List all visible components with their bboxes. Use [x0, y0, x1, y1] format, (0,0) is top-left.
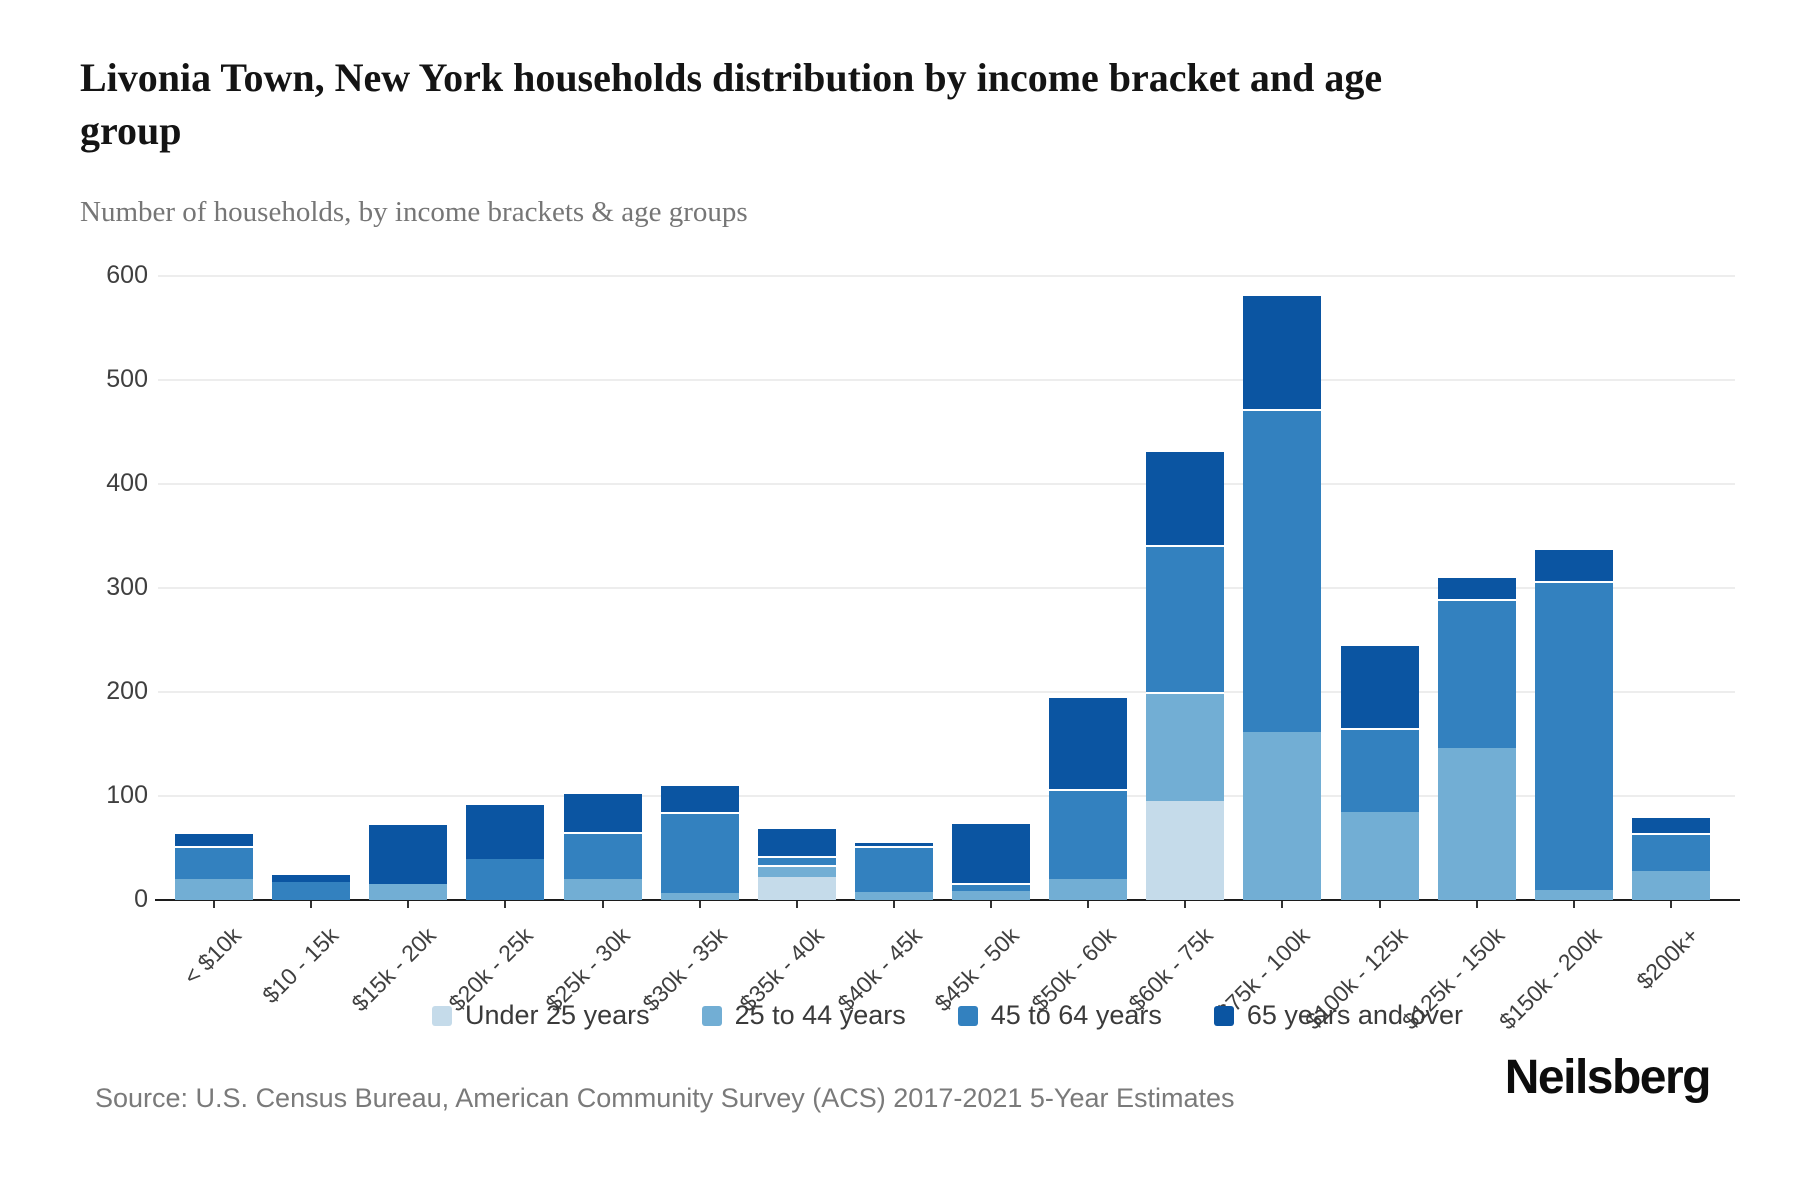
bar-segment[interactable] — [660, 783, 739, 812]
x-axis-tick — [504, 901, 507, 908]
bar-segment[interactable] — [1631, 833, 1710, 871]
legend-label: 25 to 44 years — [734, 1000, 906, 1030]
x-axis-tick — [698, 901, 701, 908]
x-axis-tick — [601, 901, 604, 908]
bar-segment[interactable] — [272, 882, 351, 900]
y-axis-label-600: 600 — [106, 261, 148, 289]
y-axis-label-500: 500 — [106, 365, 148, 393]
x-axis-tick — [1184, 901, 1187, 908]
legend-item[interactable]: 65 years and over — [1213, 1000, 1463, 1031]
x-axis-tick — [310, 901, 313, 908]
bar-segment[interactable] — [563, 879, 642, 900]
bar-segment[interactable] — [1243, 409, 1322, 732]
x-axis-label: $10 - 15k — [257, 922, 344, 1009]
x-axis-tick — [407, 901, 410, 908]
bar-segment[interactable] — [660, 892, 739, 900]
bar-segment[interactable] — [1631, 870, 1710, 900]
legend-label: Under 25 years — [465, 1000, 650, 1030]
bar-segment[interactable] — [854, 840, 933, 846]
legend-swatch-icon — [432, 1005, 452, 1026]
bar-segment[interactable] — [757, 864, 836, 878]
x-axis-tick — [795, 901, 798, 908]
gridline-400 — [158, 483, 1735, 485]
bar-segment[interactable] — [1243, 731, 1322, 900]
bar-segment[interactable] — [854, 891, 933, 900]
bar-segment[interactable] — [1437, 599, 1516, 749]
x-axis-tick — [892, 901, 895, 908]
x-axis-tick — [1281, 901, 1284, 908]
x-axis-tick — [1669, 901, 1672, 908]
brand-logo: Neilsberg — [1504, 1051, 1712, 1104]
bar-segment[interactable] — [175, 845, 253, 880]
bar-segment[interactable] — [1534, 548, 1613, 581]
bar-segment[interactable] — [175, 879, 253, 900]
y-axis-label-400: 400 — [106, 469, 148, 497]
x-axis-tick — [1378, 901, 1381, 908]
bar-segment[interactable] — [1146, 449, 1225, 546]
bar-segment[interactable] — [175, 832, 253, 846]
bar-segment[interactable] — [757, 856, 836, 865]
y-axis-label-200: 200 — [106, 677, 148, 705]
x-axis-tick — [990, 901, 993, 908]
legend-swatch-icon — [701, 1005, 722, 1026]
source-note: Source: U.S. Census Bureau, American Com… — [95, 1083, 1235, 1113]
bar-segment[interactable] — [757, 827, 836, 857]
gridline-500 — [158, 379, 1735, 381]
bar-segment[interactable] — [1534, 580, 1613, 890]
bar-segment[interactable] — [952, 890, 1031, 900]
bar-segment[interactable] — [1243, 293, 1322, 410]
bar-segment[interactable] — [1146, 692, 1225, 802]
bar-segment[interactable] — [563, 791, 642, 833]
bar-segment[interactable] — [1534, 889, 1613, 900]
gridline-300 — [158, 587, 1735, 589]
legend-item[interactable]: 45 to 64 years — [957, 1000, 1162, 1031]
bar-segment[interactable] — [369, 884, 448, 900]
x-axis-tick — [1087, 901, 1090, 908]
gridline-200 — [158, 691, 1735, 693]
bar-segment[interactable] — [1340, 644, 1419, 729]
bar-segment[interactable] — [1631, 815, 1710, 834]
legend-item[interactable]: Under 25 years — [432, 1000, 650, 1031]
legend-swatch-icon — [957, 1005, 978, 1026]
y-axis-label-0: 0 — [134, 885, 148, 913]
gridline-100 — [158, 795, 1735, 797]
page-subtitle: Number of households, by income brackets… — [80, 196, 748, 228]
legend-item[interactable]: 25 to 44 years — [701, 1000, 906, 1031]
bar-segment[interactable] — [563, 832, 642, 880]
bar-segment[interactable] — [1146, 545, 1225, 692]
x-axis-tick — [1572, 901, 1575, 908]
bar-segment[interactable] — [952, 883, 1031, 891]
bar-segment[interactable] — [369, 823, 448, 885]
bar-segment[interactable] — [466, 803, 545, 860]
legend-swatch-icon — [1213, 1005, 1234, 1026]
x-axis-tick — [1475, 901, 1478, 908]
bar-segment[interactable] — [1437, 575, 1516, 600]
bar-segment[interactable] — [1049, 696, 1128, 789]
bar-segment[interactable] — [952, 822, 1031, 884]
bar-segment[interactable] — [1049, 788, 1128, 880]
bar-segment[interactable] — [660, 811, 739, 893]
bar-segment[interactable] — [854, 845, 933, 892]
x-axis-label: $200k+ — [1631, 922, 1704, 995]
chart-legend: Under 25 years 25 to 44 years 45 to 64 yea… — [160, 1000, 1735, 1031]
x-axis-line — [155, 899, 1740, 901]
y-axis-label-300: 300 — [106, 573, 148, 601]
x-axis-tick — [213, 901, 215, 908]
page-title: Livonia Town, New York households distri… — [80, 55, 1383, 153]
bar-segment[interactable] — [757, 877, 836, 900]
gridline-600 — [158, 275, 1735, 277]
bar-segment[interactable] — [1049, 879, 1128, 900]
bar-segment[interactable] — [272, 872, 351, 883]
bar-segment[interactable] — [1437, 748, 1516, 900]
bar-segment[interactable] — [1340, 811, 1419, 900]
bar-segment[interactable] — [466, 859, 545, 900]
x-axis-label: < $10k — [178, 922, 247, 990]
legend-label: 65 years and over — [1246, 1000, 1463, 1030]
y-axis-label-100: 100 — [106, 781, 148, 809]
bar-segment[interactable] — [1340, 728, 1419, 812]
legend-label: 45 to 64 years — [990, 1000, 1162, 1030]
bar-segment[interactable] — [1146, 801, 1225, 900]
